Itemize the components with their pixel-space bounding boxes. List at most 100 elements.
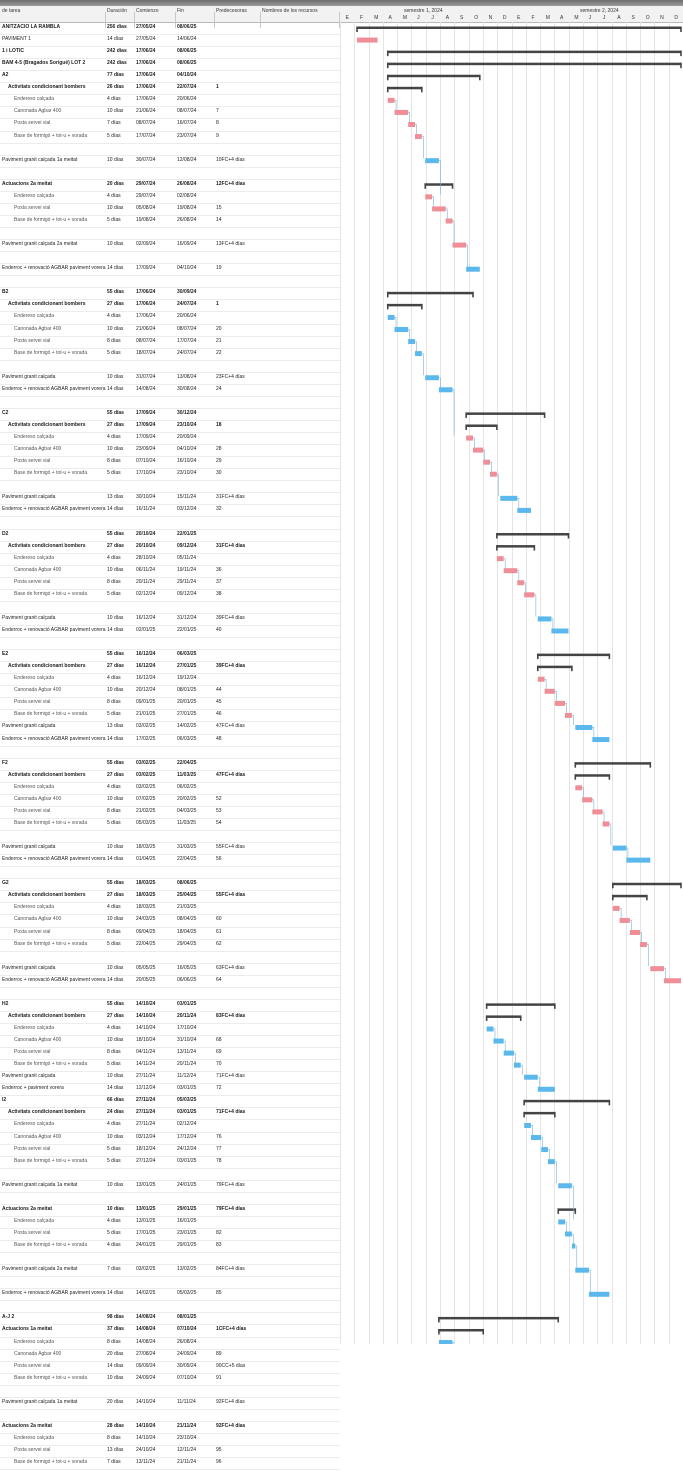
task-bar[interactable] (503, 1050, 514, 1056)
critical-task-bar[interactable] (602, 821, 610, 827)
task-bar[interactable] (565, 1231, 572, 1237)
critical-task-bar[interactable] (425, 194, 433, 200)
critical-task-bar[interactable] (490, 471, 497, 477)
summary-task-row[interactable]: Activitats condicionant bombers 27 días 17… (0, 422, 340, 434)
summary-bar[interactable] (387, 291, 473, 295)
task-bar[interactable] (612, 845, 627, 851)
task-row[interactable]: Enderroc + paviment vorera 14 días 12/12/2… (0, 1085, 340, 1097)
critical-task-bar[interactable] (517, 580, 525, 586)
task-row[interactable]: Posta servei vial 8 días 07/10/24 16/10/24 2… (0, 458, 340, 470)
task-row[interactable]: Canonada Agbar 400 10 días 24/03/25 08/04/2… (0, 916, 340, 928)
task-row[interactable]: Posta servei vial 5 días 18/12/24 24/12/24 7… (0, 1146, 340, 1158)
summary-bar[interactable] (575, 774, 610, 777)
header-predecessors[interactable]: Predecesoras (216, 8, 247, 14)
summary-bar[interactable] (496, 545, 535, 548)
task-row[interactable]: Paviment granit calçada 10 días 31/07/24 13… (0, 374, 340, 386)
header-finish[interactable]: Fin (177, 8, 184, 14)
summary-task-row[interactable]: F2 55 días 03/02/25 22/04/25 (0, 760, 340, 772)
task-row[interactable]: Endereso calçada 8 días 14/08/24 26/08/24 (0, 1339, 340, 1351)
task-row[interactable]: Enderroc + renovació AGBAR paviment vore… (0, 627, 340, 639)
task-row[interactable]: Posta servei vial 8 días 09/01/25 20/01/25 4… (0, 699, 340, 711)
summary-task-row[interactable]: BAM 4-5 (Bragados Sorigué) LOT 2 242 días… (0, 60, 340, 72)
task-row[interactable]: Endereso calçada 4 días 28/10/24 05/11/24 (0, 555, 340, 567)
task-row[interactable]: Paviment granit calçada 1a meitat 10 días… (0, 157, 340, 169)
task-row[interactable]: Paviment granit calçada 10 días 27/11/24 11… (0, 1073, 340, 1085)
summary-bar[interactable] (438, 1328, 484, 1332)
task-row[interactable]: Canonada Agbar 400 10 días 18/10/24 31/10/2… (0, 1037, 340, 1049)
summary-task-row[interactable]: 1 i LÒTIC 242 días 17/06/24 08/06/25 (0, 48, 340, 60)
task-bar[interactable] (394, 327, 409, 332)
task-row[interactable]: Base de formigó + tot-u + vorada 5 días 02… (0, 591, 340, 603)
task-bar[interactable] (466, 266, 480, 272)
task-row[interactable]: Canonada Agbar 400 10 días 06/11/24 19/11/2… (0, 567, 340, 579)
summary-task-row[interactable]: Activitats condicionant bombers 24 días 27… (0, 1109, 340, 1121)
task-bar[interactable] (524, 1122, 531, 1128)
summary-task-row[interactable]: Actuacions 2a meitat 20 días 29/07/24 26/08… (0, 181, 340, 193)
header-divider[interactable] (105, 12, 106, 28)
task-row[interactable]: Base de formigó + tot-u + vorada 5 días 22… (0, 941, 340, 953)
task-row[interactable]: Base de formigó + tot-u + vorada 5 días 19… (0, 217, 340, 229)
critical-task-bar[interactable] (466, 435, 473, 441)
summary-bar[interactable] (612, 894, 647, 898)
task-bar[interactable] (500, 495, 518, 501)
task-bar[interactable] (493, 1038, 504, 1044)
task-bar[interactable] (438, 387, 453, 393)
summary-task-row[interactable]: Activitats condicionant bombers 27 días 18… (0, 892, 340, 904)
critical-task-bar[interactable] (537, 676, 545, 682)
critical-task-bar[interactable] (394, 109, 409, 115)
summary-task-row[interactable]: I2 66 días 27/11/24 05/03/25 (0, 1097, 340, 1109)
task-row[interactable]: Paviment granit calçada 2a meitat 7 días 0… (0, 1266, 340, 1278)
critical-task-bar[interactable] (408, 121, 416, 127)
summary-bar[interactable] (537, 665, 572, 669)
task-row[interactable]: Base de formigó + tot-u + vorada 5 días 18… (0, 350, 340, 362)
task-row[interactable]: Endereso calçada 4 días 18/03/25 21/03/25 (0, 904, 340, 916)
task-row[interactable]: Enderroc + renovació AGBAR paviment vore… (0, 1290, 340, 1302)
task-bar[interactable] (408, 339, 416, 345)
critical-task-bar[interactable] (619, 917, 630, 923)
task-row[interactable]: Base de formigó + tot-u + vorada 4 días 24… (0, 1242, 340, 1254)
task-bar[interactable] (548, 1159, 555, 1165)
task-row[interactable]: Paviment granit calçada 13 días 30/10/24 15… (0, 494, 340, 506)
task-row[interactable]: PAVIMENT 1 14 días 27/05/24 14/06/24 (0, 36, 340, 48)
critical-task-bar[interactable] (357, 37, 378, 43)
critical-task-bar[interactable] (592, 809, 603, 815)
critical-task-bar[interactable] (503, 568, 518, 574)
task-bar[interactable] (513, 1062, 521, 1068)
summary-task-row[interactable]: H2 55 días 14/10/24 03/01/25 (0, 1001, 340, 1013)
summary-bar[interactable] (612, 882, 681, 886)
task-bar[interactable] (558, 1183, 572, 1189)
task-bar[interactable] (588, 1291, 610, 1297)
task-bar[interactable] (524, 1074, 538, 1080)
task-bar[interactable] (541, 1147, 549, 1153)
summary-task-row[interactable]: Activitats condicionant bombers 26 días 17… (0, 84, 340, 96)
task-row[interactable]: Endereso calçada 4 días 14/10/24 17/10/24 (0, 1025, 340, 1037)
task-bar[interactable] (486, 1026, 494, 1032)
task-row[interactable]: Paviment granit calçada 10 días 18/03/25 31… (0, 844, 340, 856)
task-row[interactable]: Base de formigó + tot-u + vorada 5 días 27… (0, 1158, 340, 1170)
summary-bar[interactable] (496, 533, 569, 536)
summary-bar[interactable] (387, 86, 422, 90)
task-bar[interactable] (575, 724, 593, 730)
header-divider[interactable] (175, 12, 176, 28)
task-row[interactable]: Paviment granit calçada 2a meitat 10 días… (0, 241, 340, 253)
task-row[interactable]: Paviment granit calçada 13 días 03/02/25 14… (0, 723, 340, 735)
task-row[interactable]: Base de formigó + tot-u + vorada 5 días 17… (0, 133, 340, 145)
critical-task-bar[interactable] (554, 700, 566, 706)
summary-bar[interactable] (558, 1208, 576, 1211)
header-task-name[interactable]: de tarea (2, 8, 21, 14)
task-row[interactable]: Endereso calçada 4 días 17/06/24 20/06/24 (0, 96, 340, 108)
critical-task-bar[interactable] (432, 206, 446, 212)
task-row[interactable]: Posta servei vial 8 días 21/02/25 04/03/25 5… (0, 808, 340, 820)
task-bar[interactable] (626, 857, 651, 863)
summary-task-row[interactable]: E2 55 días 16/12/24 06/03/25 (0, 651, 340, 663)
summary-bar[interactable] (387, 303, 422, 307)
summary-task-row[interactable]: Activitats condicionant bombers 27 días 14… (0, 1013, 340, 1025)
summary-bar[interactable] (486, 1015, 521, 1018)
task-bar[interactable] (558, 1219, 566, 1225)
critical-task-bar[interactable] (387, 97, 395, 103)
task-row[interactable]: Posta servei vial 8 días 04/11/24 13/11/24 6… (0, 1049, 340, 1061)
summary-bar[interactable] (466, 424, 497, 427)
summary-bar[interactable] (387, 62, 681, 66)
task-bar[interactable] (571, 1243, 576, 1249)
task-row[interactable]: Posta servei vial 7 días 08/07/24 16/07/24 8 (0, 120, 340, 132)
